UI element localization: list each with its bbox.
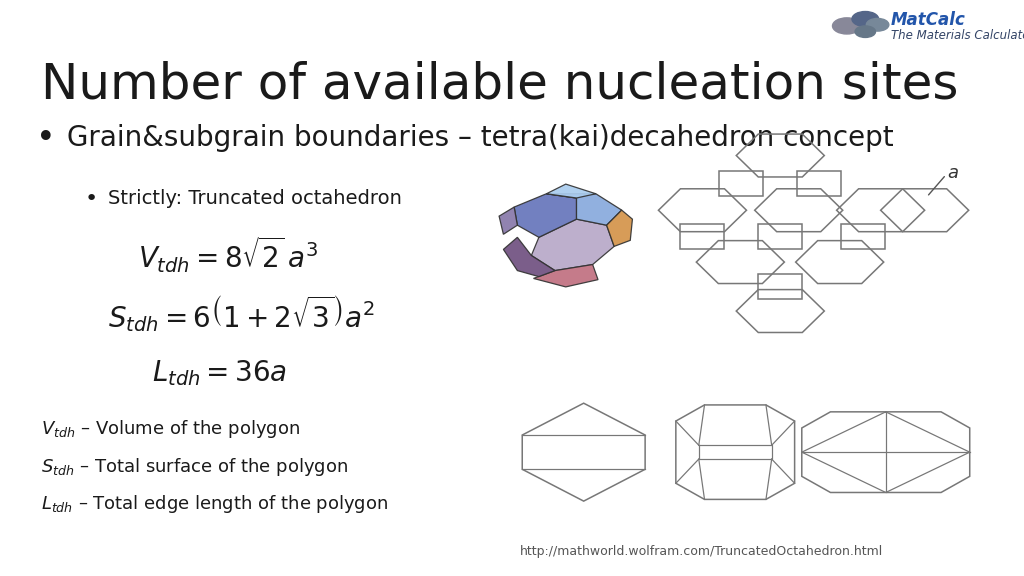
Polygon shape bbox=[534, 264, 598, 287]
Bar bbox=[798, 170, 842, 196]
Text: Grain&subgrain boundaries – tetra(kai)decahedron concept: Grain&subgrain boundaries – tetra(kai)de… bbox=[67, 124, 893, 152]
Polygon shape bbox=[547, 194, 622, 225]
Text: $S_{tdh} = 6\left(1 + 2\sqrt{3}\right)a^2$: $S_{tdh} = 6\left(1 + 2\sqrt{3}\right)a^… bbox=[108, 294, 375, 334]
Bar bbox=[681, 223, 725, 249]
Circle shape bbox=[855, 26, 876, 37]
Circle shape bbox=[866, 18, 889, 31]
Text: Number of available nucleation sites: Number of available nucleation sites bbox=[41, 60, 958, 108]
Text: $V_{tdh} = 8\sqrt{2}\,a^3$: $V_{tdh} = 8\sqrt{2}\,a^3$ bbox=[138, 234, 318, 275]
Text: $S_{tdh}$ – Total surface of the polygon: $S_{tdh}$ – Total surface of the polygon bbox=[41, 456, 348, 478]
Bar bbox=[758, 275, 803, 300]
Text: $L_{tdh} = 36a$: $L_{tdh} = 36a$ bbox=[152, 358, 287, 388]
Polygon shape bbox=[504, 237, 555, 276]
Polygon shape bbox=[531, 219, 614, 271]
Text: a: a bbox=[947, 164, 958, 182]
Polygon shape bbox=[514, 194, 577, 237]
Bar bbox=[719, 170, 764, 196]
Polygon shape bbox=[547, 184, 596, 198]
Text: MatCalc: MatCalc bbox=[891, 11, 966, 29]
Text: •: • bbox=[36, 122, 55, 155]
Circle shape bbox=[833, 18, 861, 34]
Polygon shape bbox=[606, 210, 633, 247]
Text: http://mathworld.wolfram.com/TruncatedOctahedron.html: http://mathworld.wolfram.com/TruncatedOc… bbox=[520, 545, 883, 558]
Circle shape bbox=[852, 12, 879, 26]
Bar bbox=[842, 223, 885, 249]
Polygon shape bbox=[499, 207, 517, 234]
Text: $V_{tdh}$ – Volume of the polygon: $V_{tdh}$ – Volume of the polygon bbox=[41, 418, 300, 440]
Text: The Materials Calculator: The Materials Calculator bbox=[891, 29, 1024, 42]
Text: •: • bbox=[85, 189, 98, 209]
Text: $L_{tdh}$ – Total edge length of the polygon: $L_{tdh}$ – Total edge length of the pol… bbox=[41, 493, 388, 515]
Bar bbox=[758, 223, 803, 249]
Text: Strictly: Truncated octahedron: Strictly: Truncated octahedron bbox=[108, 190, 401, 208]
